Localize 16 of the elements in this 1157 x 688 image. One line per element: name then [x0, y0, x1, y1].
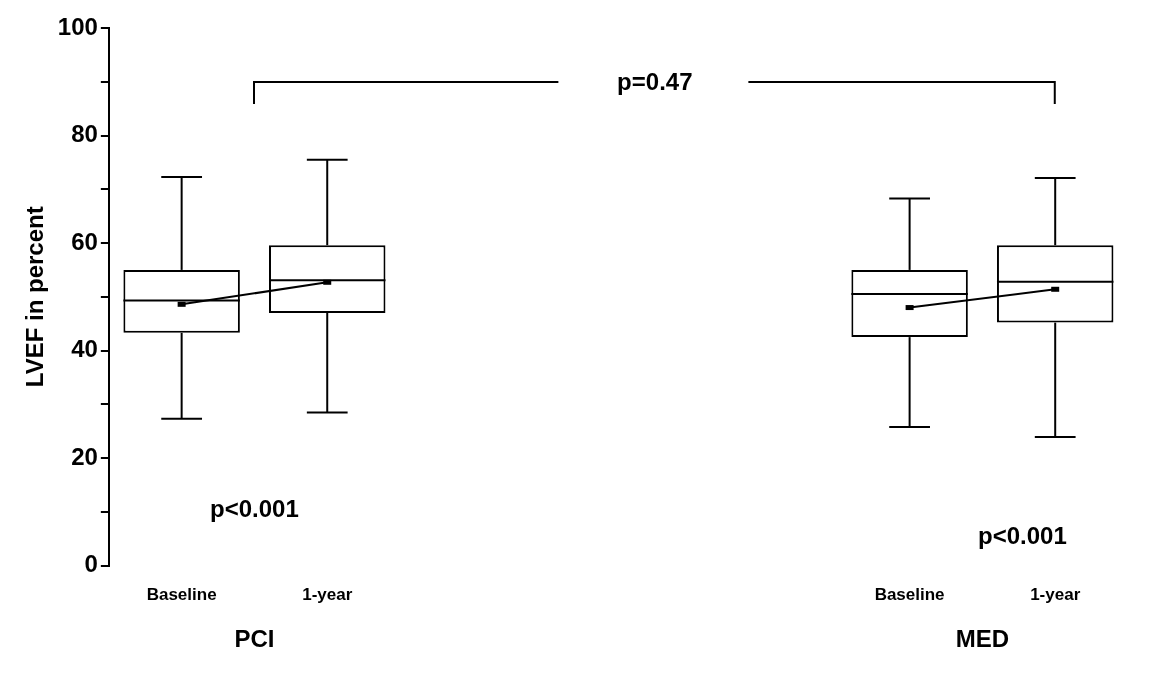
annotation: p<0.001: [210, 495, 299, 523]
annotation: p<0.001: [978, 522, 1067, 550]
y-tick-label: 40: [71, 335, 98, 363]
x-tick-label: Baseline: [146, 585, 217, 605]
text: MED: [955, 625, 1010, 653]
x-tick-label: Baseline: [874, 585, 945, 605]
x-tick-label: 1-year: [1030, 585, 1081, 605]
y-tick-label: 60: [71, 227, 98, 255]
x-tick-label: 1-year: [302, 585, 353, 605]
y-tick-label: 80: [71, 120, 98, 148]
y-tick-label: 100: [57, 12, 98, 40]
y-axis-title: LVEF in percent: [21, 206, 49, 388]
y-tick-label: 0: [84, 550, 98, 578]
text: PCI: [234, 625, 275, 653]
annotation: p=0.47: [617, 67, 693, 96]
y-tick-label: 20: [71, 442, 98, 470]
